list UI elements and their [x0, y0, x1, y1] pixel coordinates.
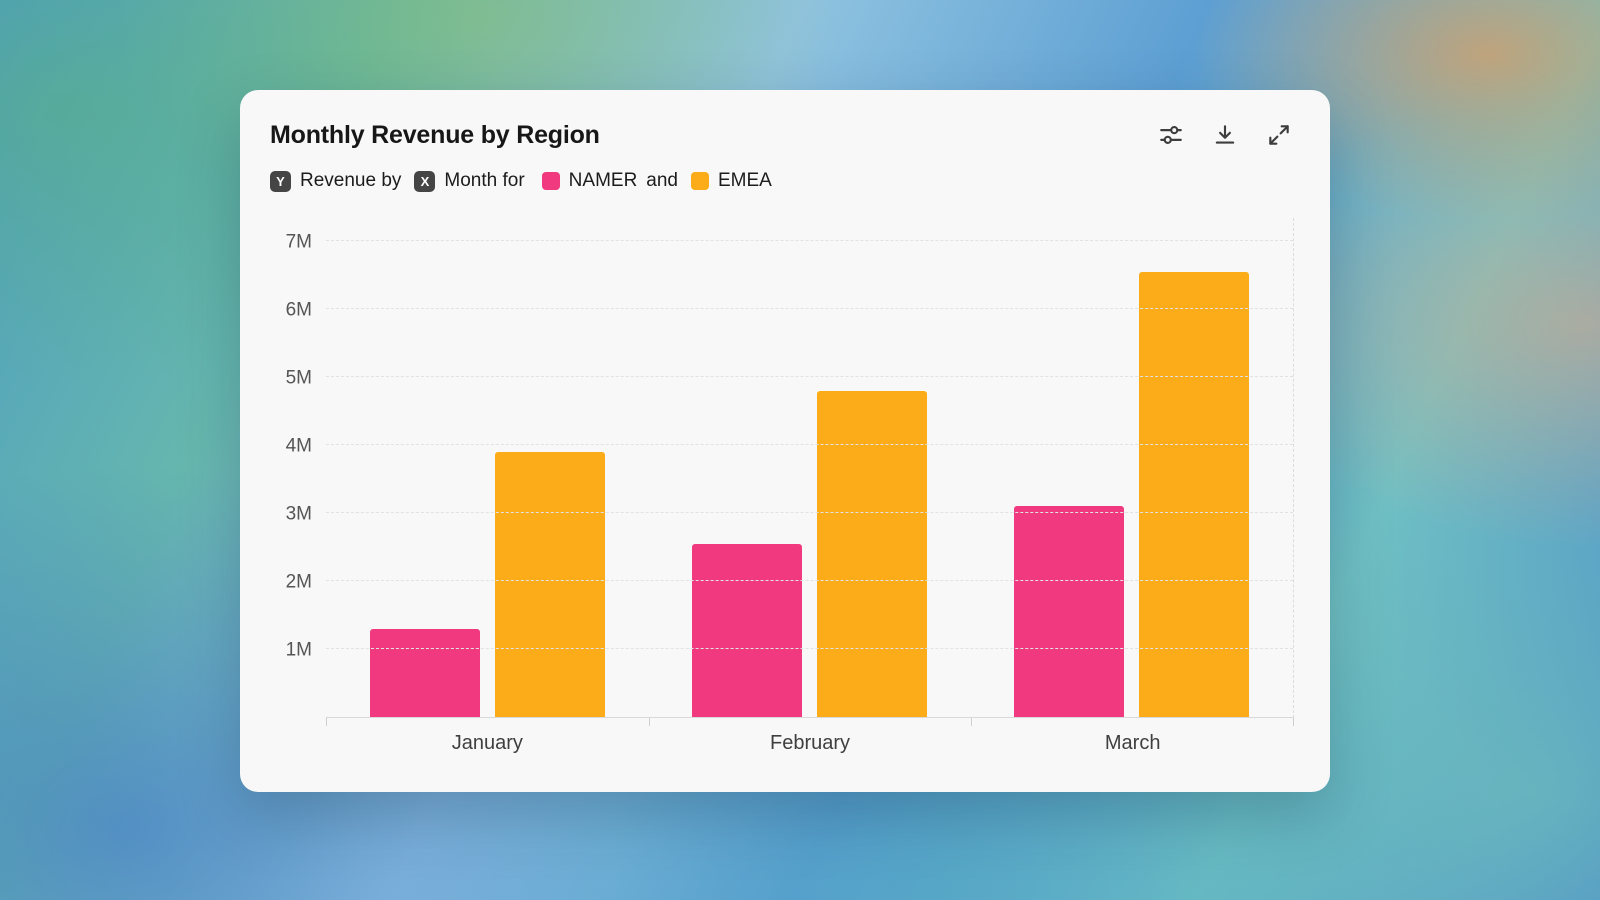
- plot-area: [326, 218, 1294, 718]
- bar-namer-march[interactable]: [1014, 506, 1125, 717]
- gridline: [326, 376, 1293, 377]
- gridline: [326, 240, 1293, 241]
- legend-swatch-namer: [541, 172, 560, 190]
- page-title: Monthly Revenue by Region: [270, 120, 600, 149]
- axis-tick: [971, 718, 973, 726]
- expand-button[interactable]: [1264, 120, 1294, 150]
- gridline: [326, 308, 1293, 309]
- bar-group-march: [1014, 218, 1250, 717]
- gridline: [326, 512, 1293, 513]
- y-tick-label: 1M: [285, 639, 312, 661]
- axis-tick: [1293, 718, 1294, 726]
- axis-tick: [648, 718, 650, 726]
- sliders-button[interactable]: [1156, 120, 1186, 150]
- bar-emea-march[interactable]: [1139, 271, 1250, 717]
- download-button[interactable]: [1210, 120, 1240, 150]
- y-axis: 1M 2M 3M 4M 5M 6M 7M: [270, 218, 326, 718]
- bar-groups: [326, 218, 1293, 717]
- gridline: [326, 444, 1293, 445]
- x-axis-badge: X: [414, 170, 436, 192]
- expand-icon: [1266, 122, 1292, 148]
- card-toolbar: [1156, 120, 1294, 150]
- bar-group-january: [369, 218, 605, 717]
- x-tick-label: January: [451, 732, 523, 754]
- bar-group-february: [691, 218, 927, 717]
- subtitle-conjunction: and: [646, 170, 678, 191]
- x-axis: January February March: [326, 718, 1294, 766]
- x-tick-label: March: [1104, 732, 1161, 754]
- sliders-icon: [1158, 122, 1184, 148]
- x-tick-label: February: [769, 732, 851, 754]
- legend-label-namer: NAMER: [568, 170, 638, 191]
- chart-card: Monthly Revenue by Region: [240, 90, 1330, 792]
- gridline: [326, 648, 1293, 649]
- y-tick-label: 6M: [285, 299, 312, 321]
- axis-tick: [326, 718, 327, 726]
- y-tick-label: 2M: [285, 571, 312, 593]
- legend-swatch-emea: [691, 172, 709, 190]
- download-icon: [1212, 122, 1238, 148]
- gridline: [326, 580, 1293, 581]
- y-tick-label: 7M: [285, 231, 312, 253]
- bar-namer-february[interactable]: [691, 543, 802, 717]
- card-header: Monthly Revenue by Region: [240, 90, 1330, 150]
- bar-chart: 1M 2M 3M 4M 5M 6M 7M January February March: [270, 218, 1294, 766]
- subtitle-x-label: Month for: [444, 170, 525, 191]
- y-axis-badge: Y: [270, 170, 291, 192]
- bar-emea-january[interactable]: [494, 451, 605, 717]
- bar-namer-january[interactable]: [369, 628, 480, 717]
- legend-label-emea: EMEA: [718, 170, 772, 191]
- y-tick-label: 3M: [285, 503, 312, 525]
- y-tick-label: 4M: [285, 435, 312, 457]
- y-tick-label: 5M: [285, 367, 312, 389]
- plot-wrap: January February March: [326, 218, 1294, 766]
- subtitle-y-label: Revenue by: [300, 170, 402, 191]
- bar-emea-february[interactable]: [816, 390, 927, 717]
- chart-subtitle: Y Revenue by X Month for NAMER and EMEA: [270, 170, 1300, 192]
